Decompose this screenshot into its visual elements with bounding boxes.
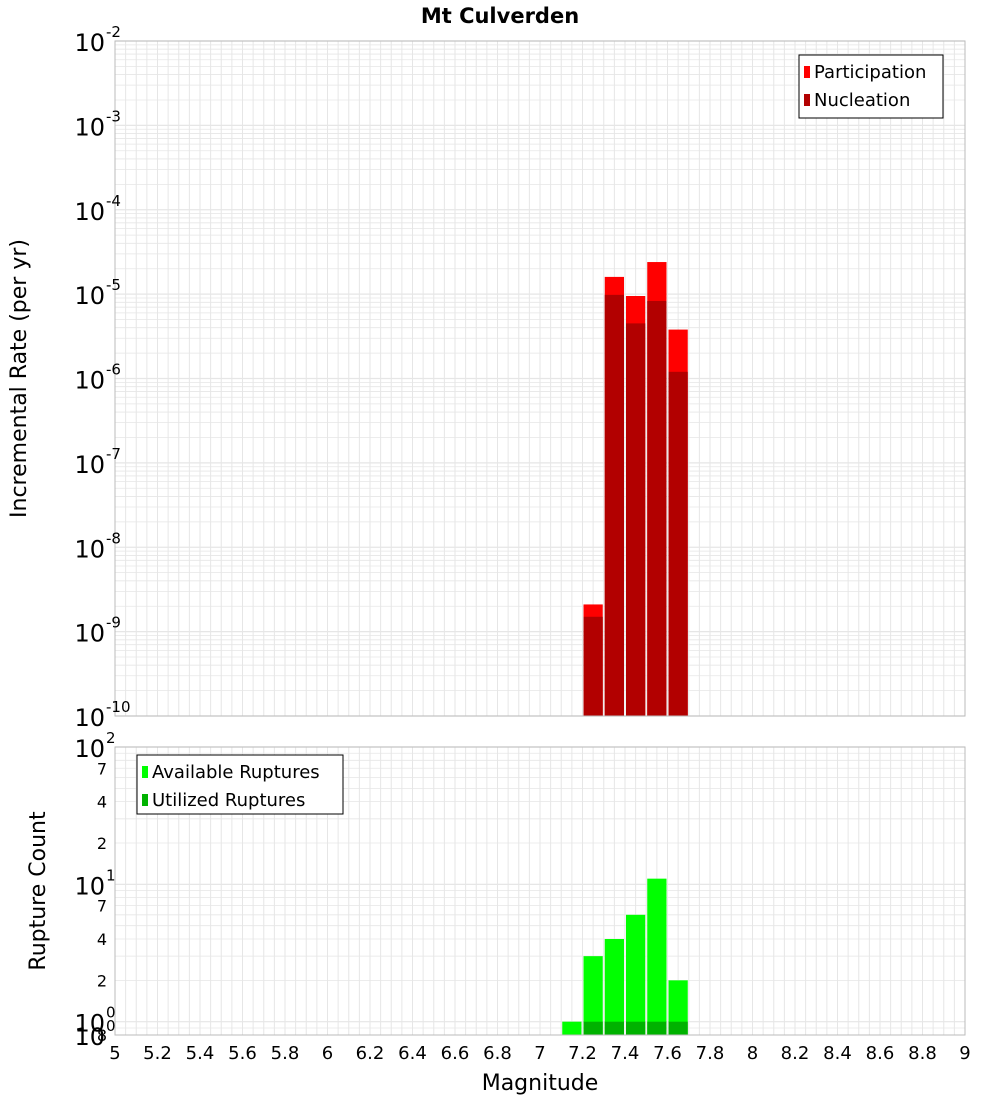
x-tick-label: 9 — [959, 1043, 970, 1064]
x-tick-label: 8.2 — [781, 1043, 810, 1064]
x-tick-label: 8.4 — [823, 1043, 852, 1064]
y-tick-label: 10 — [74, 282, 105, 310]
y-tick-label: 10 — [74, 1023, 105, 1051]
x-tick-label: 7.2 — [568, 1043, 597, 1064]
bar — [583, 616, 603, 716]
y-tick-label: 10 — [74, 29, 105, 57]
y-tick-label: 10 — [74, 704, 105, 732]
x-tick-label: 8.8 — [908, 1043, 937, 1064]
x-tick-label: 6.8 — [483, 1043, 512, 1064]
y-tick-exponent: 1 — [106, 866, 116, 884]
x-axis: 5 5.2 5.4 5.6 5.8 6 6.2 6.4 6.6 6.8 7 7.2 7.4 7.6 7.8 8… — [109, 1043, 970, 1064]
y-tick-label: 10 — [74, 198, 105, 226]
y-tick-label: 7 — [97, 897, 107, 916]
y-tick-exponent: 2 — [106, 729, 116, 747]
bar — [668, 980, 688, 1035]
y-tick-label: 2 — [97, 971, 107, 990]
y-axis-label: Rupture Count — [26, 811, 51, 971]
plot-frame — [114, 40, 966, 717]
y-tick-exponent: -8 — [106, 529, 121, 547]
x-tick-label: 6.4 — [398, 1043, 427, 1064]
y-tick-exponent: -5 — [106, 276, 121, 294]
y-tick-label: 4 — [97, 793, 107, 812]
bar — [668, 371, 688, 716]
legend-swatch — [804, 94, 810, 106]
x-tick-label: 5.8 — [271, 1043, 300, 1064]
legend-box — [136, 754, 344, 815]
bar — [604, 294, 624, 716]
bar — [604, 1021, 624, 1035]
bar — [647, 878, 667, 1035]
x-tick-label: 5.6 — [228, 1043, 257, 1064]
legend-swatch — [804, 66, 810, 78]
y-tick-exponent: -10 — [106, 698, 131, 716]
y-tick-exponent: -4 — [106, 192, 121, 210]
legend-swatch — [142, 794, 148, 806]
x-tick-label: 5 — [109, 1043, 120, 1064]
legend-label: Utilized Ruptures — [152, 790, 305, 811]
bar — [647, 1021, 667, 1035]
x-tick-label: 7.6 — [653, 1043, 682, 1064]
y-tick-label: 10 — [74, 535, 105, 563]
x-tick-label: 7.8 — [696, 1043, 725, 1064]
y-tick-exponent: 0 — [106, 1017, 116, 1035]
y-tick-label: 10 — [74, 872, 105, 900]
y-tick-label: 4 — [97, 930, 107, 949]
plot-frame — [114, 746, 966, 1036]
bar — [626, 1021, 646, 1035]
legend-swatch — [142, 766, 148, 778]
y-tick-exponent: 0 — [106, 1004, 116, 1022]
x-tick-label: 5.4 — [186, 1043, 215, 1064]
x-tick-label: 6.2 — [356, 1043, 385, 1064]
legend-box — [798, 54, 944, 119]
y-tick-label: 2 — [97, 834, 107, 853]
bar — [626, 323, 646, 716]
x-tick-label: 8.6 — [866, 1043, 895, 1064]
y-tick-label: 10 — [74, 113, 105, 141]
y-tick-label: 10 — [74, 451, 105, 479]
y-tick-label: 10 — [74, 620, 105, 648]
y-axis-label: Incremental Rate (per yr) — [7, 239, 32, 518]
x-tick-label: 7 — [534, 1043, 545, 1064]
y-tick-exponent: -9 — [106, 614, 121, 632]
bar — [626, 914, 646, 1035]
x-tick-label: 8 — [747, 1043, 758, 1064]
x-axis-label: Magnitude — [482, 1071, 599, 1096]
y-tick-label: 10 — [74, 367, 105, 395]
legend-label: Participation — [814, 62, 926, 83]
chart-title: Mt Culverden — [421, 4, 579, 28]
x-tick-label: 7.4 — [611, 1043, 640, 1064]
y-tick-label: 7 — [97, 759, 107, 778]
x-tick-label: 6 — [322, 1043, 333, 1064]
bar — [562, 1021, 582, 1035]
y-tick-exponent: -7 — [106, 445, 121, 463]
y-tick-label: 8 — [97, 1026, 107, 1045]
y-tick-label: 10 — [74, 735, 105, 763]
bar — [668, 1021, 688, 1035]
bar — [604, 939, 624, 1035]
x-tick-label: 6.6 — [441, 1043, 470, 1064]
x-tick-label: 5.2 — [143, 1043, 172, 1064]
y-tick-exponent: -6 — [106, 361, 121, 379]
legend-label: Nucleation — [814, 90, 910, 111]
bar — [647, 300, 667, 716]
bar — [583, 956, 603, 1035]
y-tick-label: 10 — [74, 1010, 105, 1038]
legend-label: Available Ruptures — [152, 762, 320, 783]
y-tick-exponent: -2 — [106, 23, 121, 41]
bar — [583, 1021, 603, 1035]
y-tick-exponent: -3 — [106, 107, 121, 125]
